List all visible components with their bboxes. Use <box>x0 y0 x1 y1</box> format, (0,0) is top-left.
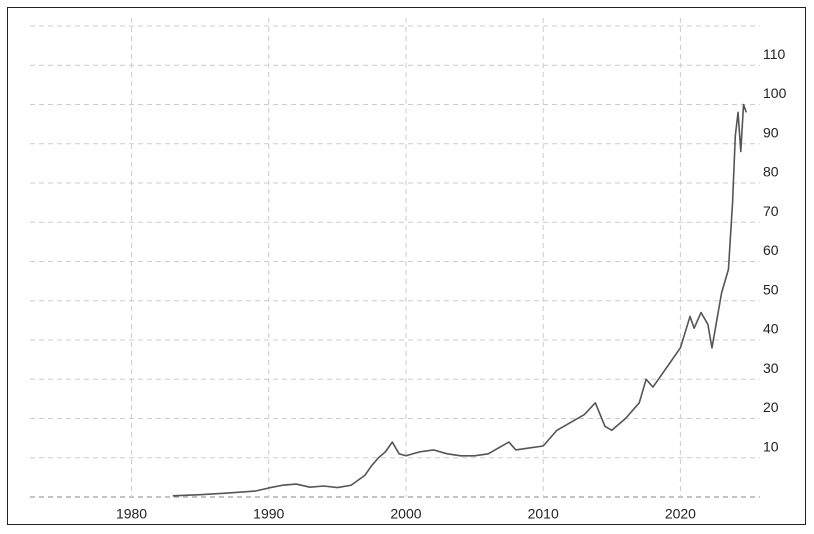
price-line <box>172 103 748 497</box>
y-tick-label: 40 <box>763 321 779 337</box>
x-tick-label: 1980 <box>116 506 147 522</box>
y-tick-label: 100 <box>763 85 787 101</box>
y-tick-label: 60 <box>763 242 779 258</box>
y-tick-label: 10 <box>763 438 779 454</box>
y-tick-label: 90 <box>763 124 779 140</box>
y-tick-label: 110 <box>763 46 786 62</box>
y-tick-label: 50 <box>763 281 779 297</box>
frame <box>7 7 806 525</box>
x-tick-label: 2000 <box>390 506 421 522</box>
y-tick-label: 80 <box>763 164 779 180</box>
y-tick-label: 20 <box>763 399 779 415</box>
y-tick-label: 70 <box>763 203 779 219</box>
y-tick-label: 30 <box>763 360 779 376</box>
x-tick-label: 2020 <box>665 506 696 522</box>
x-tick-label: 2010 <box>528 506 559 522</box>
x-tick-label: 1990 <box>253 506 284 522</box>
